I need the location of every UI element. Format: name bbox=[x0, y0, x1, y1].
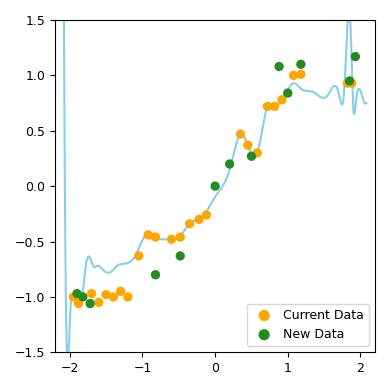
New Data bbox=[177, 253, 183, 259]
Current Data bbox=[103, 292, 109, 298]
Current Data bbox=[344, 80, 351, 86]
Current Data bbox=[125, 294, 131, 300]
Current Data bbox=[291, 72, 297, 78]
Current Data bbox=[136, 253, 142, 259]
Current Data bbox=[349, 80, 355, 86]
New Data bbox=[285, 90, 291, 96]
Current Data bbox=[264, 103, 271, 110]
Current Data bbox=[117, 288, 124, 294]
Legend: Current Data, New Data: Current Data, New Data bbox=[246, 304, 369, 346]
Current Data bbox=[254, 150, 261, 156]
New Data bbox=[248, 153, 255, 160]
Current Data bbox=[96, 299, 102, 305]
Current Data bbox=[110, 294, 117, 300]
Current Data bbox=[75, 300, 82, 307]
New Data bbox=[227, 161, 233, 167]
New Data bbox=[276, 64, 282, 70]
Current Data bbox=[145, 232, 151, 238]
Current Data bbox=[70, 294, 76, 300]
Current Data bbox=[271, 103, 278, 110]
New Data bbox=[346, 78, 353, 84]
Current Data bbox=[186, 221, 193, 227]
Current Data bbox=[245, 142, 251, 148]
New Data bbox=[87, 300, 93, 307]
Current Data bbox=[298, 71, 304, 77]
New Data bbox=[352, 53, 358, 60]
Current Data bbox=[196, 216, 202, 222]
New Data bbox=[298, 61, 304, 67]
Current Data bbox=[279, 97, 285, 103]
New Data bbox=[152, 271, 159, 278]
Current Data bbox=[203, 212, 209, 218]
Current Data bbox=[152, 234, 159, 240]
New Data bbox=[212, 183, 218, 189]
Current Data bbox=[168, 236, 175, 243]
Current Data bbox=[238, 131, 244, 137]
Current Data bbox=[177, 234, 183, 240]
Current Data bbox=[89, 291, 95, 297]
New Data bbox=[74, 291, 80, 297]
New Data bbox=[80, 294, 86, 300]
